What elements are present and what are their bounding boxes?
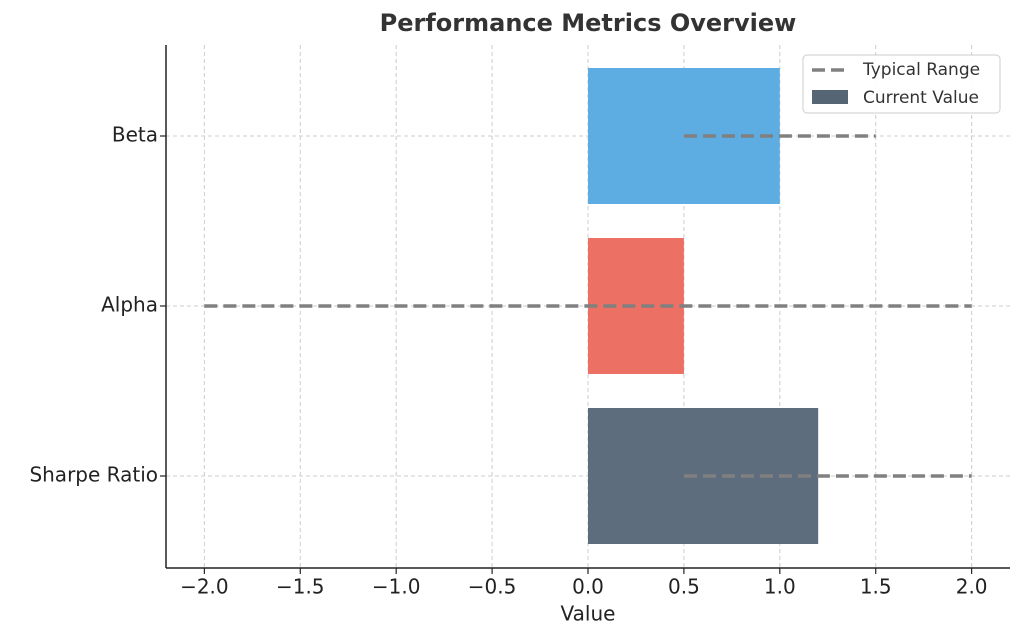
legend-label: Current Value <box>863 88 979 108</box>
x-axis-label: Value <box>561 602 616 626</box>
legend-box <box>802 54 1001 114</box>
x-tick-label: −1.5 <box>276 575 325 599</box>
x-tick-label: 1.0 <box>764 575 796 599</box>
x-tick-label: 2.0 <box>956 575 988 599</box>
chart-title: Performance Metrics Overview <box>380 9 797 37</box>
y-tick-label: Beta <box>112 123 158 147</box>
legend-swatch <box>812 90 848 104</box>
x-tick-label: 1.5 <box>860 575 892 599</box>
x-tick-label: −2.0 <box>180 575 229 599</box>
x-tick-label: −1.0 <box>372 575 421 599</box>
y-tick-label: Sharpe Ratio <box>29 463 158 487</box>
x-tick-label: 0.5 <box>668 575 700 599</box>
x-tick-label: 0.0 <box>572 575 604 599</box>
x-tick-label: −0.5 <box>468 575 517 599</box>
legend-label: Typical Range <box>862 60 980 80</box>
y-tick-label: Alpha <box>101 293 158 317</box>
